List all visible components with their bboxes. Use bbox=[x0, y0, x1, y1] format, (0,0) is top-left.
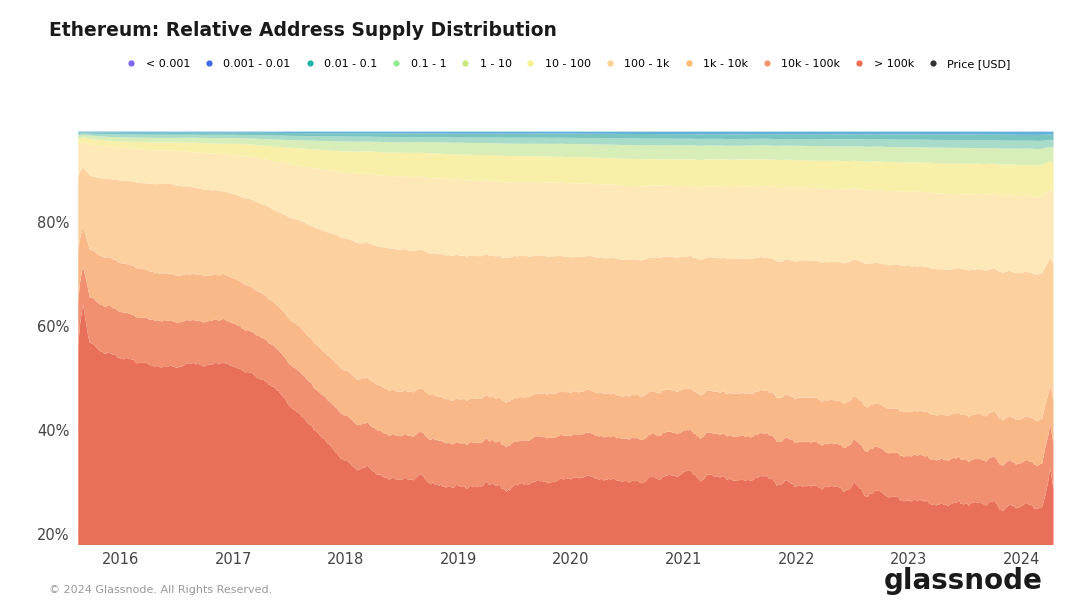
Text: glassnode: glassnode bbox=[883, 567, 1042, 595]
Text: Ethereum: Relative Address Supply Distribution: Ethereum: Relative Address Supply Distri… bbox=[49, 21, 556, 40]
Text: © 2024 Glassnode. All Rights Reserved.: © 2024 Glassnode. All Rights Reserved. bbox=[49, 585, 272, 595]
Legend: < 0.001, 0.001 - 0.01, 0.01 - 0.1, 0.1 - 1, 1 - 10, 10 - 100, 100 - 1k, 1k - 10k: < 0.001, 0.001 - 0.01, 0.01 - 0.1, 0.1 -… bbox=[116, 55, 1015, 74]
